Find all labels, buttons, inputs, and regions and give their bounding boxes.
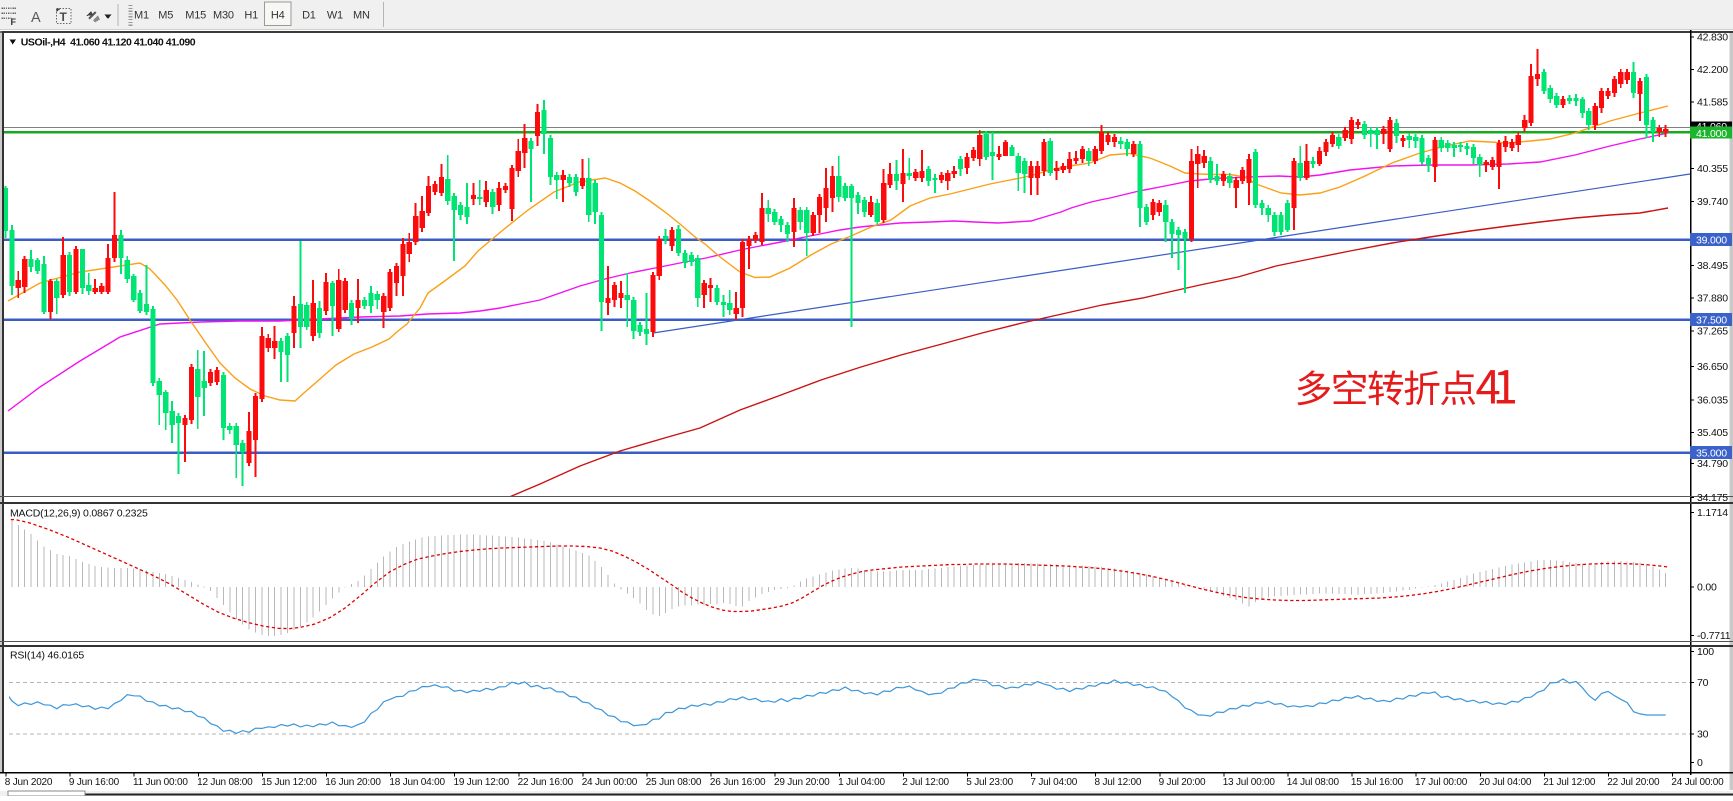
svg-text:29 Jun 20:00: 29 Jun 20:00 [774, 777, 830, 788]
svg-text:13 Jul 00:00: 13 Jul 00:00 [1223, 777, 1276, 788]
svg-text:100: 100 [1697, 646, 1714, 658]
svg-text:MN: MN [353, 10, 370, 22]
svg-text:0.00: 0.00 [1697, 582, 1717, 594]
svg-text:-0.7711: -0.7711 [1697, 630, 1731, 642]
svg-text:9 Jun 16:00: 9 Jun 16:00 [69, 777, 120, 788]
svg-text:24 Jun 00:00: 24 Jun 00:00 [582, 777, 638, 788]
svg-text:A: A [31, 10, 41, 26]
svg-text:42.830: 42.830 [1697, 32, 1728, 44]
svg-text:MACD(12,26,9) 0.0867 0.2325: MACD(12,26,9) 0.0867 0.2325 [10, 508, 148, 520]
svg-text:8 Jul 12:00: 8 Jul 12:00 [1095, 777, 1142, 788]
svg-text:22 Jun 16:00: 22 Jun 16:00 [518, 777, 574, 788]
svg-text:19 Jun 12:00: 19 Jun 12:00 [454, 777, 510, 788]
svg-text:34.790: 34.790 [1697, 458, 1728, 470]
svg-text:37.265: 37.265 [1697, 326, 1728, 338]
svg-text:RSI(14) 46.0165: RSI(14) 46.0165 [10, 650, 84, 662]
svg-text:22 Jul 20:00: 22 Jul 20:00 [1607, 777, 1660, 788]
svg-text:W1: W1 [327, 10, 343, 22]
svg-text:2 Jul 12:00: 2 Jul 12:00 [902, 777, 949, 788]
svg-text:20 Jul 04:00: 20 Jul 04:00 [1479, 777, 1532, 788]
svg-text:M1: M1 [134, 10, 149, 22]
svg-text:D1: D1 [302, 10, 316, 22]
svg-text:8 Jun 2020: 8 Jun 2020 [5, 777, 53, 788]
svg-text:H1: H1 [244, 10, 258, 22]
svg-text:H4: H4 [271, 10, 285, 22]
svg-text:35.405: 35.405 [1697, 427, 1728, 439]
svg-text:5 Jul 23:00: 5 Jul 23:00 [966, 777, 1013, 788]
svg-text:40.355: 40.355 [1697, 163, 1728, 175]
svg-text:11 Jun 00:00: 11 Jun 00:00 [133, 777, 188, 788]
svg-text:17 Jul 00:00: 17 Jul 00:00 [1415, 777, 1468, 788]
svg-text:37.880: 37.880 [1697, 293, 1728, 305]
svg-text:0: 0 [1697, 757, 1703, 769]
svg-text:15 Jun 12:00: 15 Jun 12:00 [261, 777, 317, 788]
svg-text:26 Jun 16:00: 26 Jun 16:00 [710, 777, 766, 788]
svg-text:1.1714: 1.1714 [1697, 507, 1728, 519]
svg-text:41.000: 41.000 [1696, 128, 1727, 140]
svg-text:M15: M15 [185, 10, 206, 22]
svg-text:18 Jun 04:00: 18 Jun 04:00 [389, 777, 445, 788]
svg-text:34.175: 34.175 [1697, 492, 1728, 504]
svg-text:T: T [60, 10, 68, 24]
svg-text:38.495: 38.495 [1697, 260, 1728, 272]
svg-text:16 Jun 20:00: 16 Jun 20:00 [325, 777, 381, 788]
svg-text:F: F [11, 17, 17, 27]
svg-text:37.500: 37.500 [1696, 314, 1727, 326]
svg-text:36.035: 36.035 [1697, 395, 1728, 407]
svg-text:36.650: 36.650 [1697, 361, 1728, 373]
svg-text:USOil-,H4 41.060 41.120 41.04: USOil-,H4 41.060 41.120 41.040 41.090 [21, 37, 196, 49]
svg-text:9 Jul 20:00: 9 Jul 20:00 [1159, 777, 1206, 788]
svg-text:42.200: 42.200 [1697, 64, 1728, 76]
svg-text:M5: M5 [158, 10, 173, 22]
svg-text:21 Jul 12:00: 21 Jul 12:00 [1543, 777, 1596, 788]
svg-text:12 Jun 08:00: 12 Jun 08:00 [197, 777, 253, 788]
svg-text:39.000: 39.000 [1696, 234, 1727, 246]
svg-text:24 Jul 00:00: 24 Jul 00:00 [1671, 777, 1724, 788]
svg-text:30: 30 [1697, 729, 1709, 741]
svg-text:14 Jul 08:00: 14 Jul 08:00 [1287, 777, 1340, 788]
svg-text:25 Jun 08:00: 25 Jun 08:00 [646, 777, 702, 788]
svg-text:15 Jul 16:00: 15 Jul 16:00 [1351, 777, 1404, 788]
svg-text:35.000: 35.000 [1696, 447, 1727, 459]
svg-text:M30: M30 [213, 10, 234, 22]
svg-text:41.585: 41.585 [1697, 97, 1728, 109]
svg-text:1 Jul 04:00: 1 Jul 04:00 [838, 777, 885, 788]
svg-text:70: 70 [1697, 677, 1709, 689]
svg-text:7 Jul 04:00: 7 Jul 04:00 [1030, 777, 1077, 788]
svg-text:39.740: 39.740 [1697, 196, 1728, 208]
